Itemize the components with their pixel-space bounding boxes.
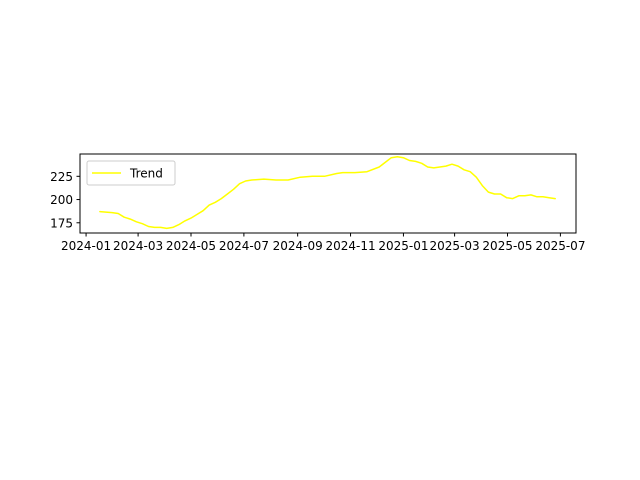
legend-box <box>86 160 176 186</box>
x-tick-label: 2025-03 <box>430 239 480 253</box>
legend-label-trend: Trend <box>129 167 163 181</box>
x-tick-label: 2024-03 <box>113 239 163 253</box>
legend: Trend <box>86 160 176 186</box>
y-tick-label: 200 <box>50 193 73 207</box>
series-line-trend <box>99 156 556 230</box>
plot-area <box>79 153 577 234</box>
y-tick-label: 225 <box>50 170 73 184</box>
x-tick-label: 2024-05 <box>166 239 216 253</box>
x-tick-label: 2024-11 <box>325 239 375 253</box>
x-tick-label: 2025-01 <box>378 239 428 253</box>
x-tick-label: 2025-05 <box>482 239 532 253</box>
plot-frame <box>79 153 577 234</box>
y-tick-label: 175 <box>50 216 73 230</box>
x-axis: 2024-01 2024-03 2024-05 2024-07 2024-09 2024-… <box>61 233 585 253</box>
y-axis: 175 200 225 <box>50 170 80 230</box>
x-tick-label: 2024-09 <box>273 239 323 253</box>
x-tick-label: 2024-07 <box>219 239 269 253</box>
x-tick-label: 2025-07 <box>535 239 585 253</box>
x-tick-label: 2024-01 <box>61 239 111 253</box>
